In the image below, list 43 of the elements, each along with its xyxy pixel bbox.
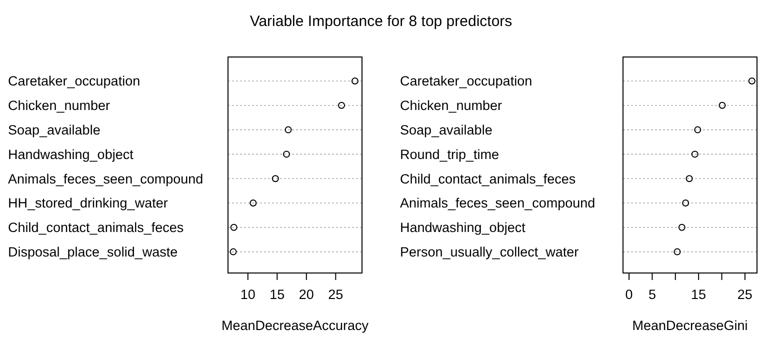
point [682, 200, 690, 206]
x-tick-label: 0 [625, 287, 633, 302]
x-tick-label: 20 [298, 287, 314, 302]
point [748, 78, 756, 84]
point [284, 126, 292, 134]
x-axis-title: MeanDecreaseGini [632, 318, 748, 333]
x-tick-label: 10 [240, 287, 256, 302]
y-tick-label: Child_contact_animals_feces [400, 171, 576, 186]
point [230, 248, 237, 256]
point [230, 224, 238, 231]
x-tick-label: 15 [691, 287, 706, 302]
y-tick-label: Soap_available [400, 122, 492, 138]
y-tick-label: HH_stored_drinking_water [8, 196, 168, 211]
point [338, 102, 346, 109]
point [272, 175, 279, 182]
point [678, 224, 686, 231]
y-tick-label: Person_usually_collect_water [400, 244, 580, 260]
y-tick-label: Disposal_place_solid_waste [8, 244, 178, 260]
point [691, 150, 698, 158]
x-axis-title: MeanDecreaseAccuracy [221, 318, 369, 333]
point [351, 78, 358, 84]
y-tick-label: Soap_available [8, 122, 100, 138]
point [718, 102, 726, 109]
y-tick-label: Chicken_number [400, 98, 503, 114]
y-tick-label: Animals_feces_seen_compound [400, 196, 596, 211]
x-tick-label: 25 [737, 287, 752, 302]
point [686, 175, 693, 182]
x-tick-label: 5 [648, 287, 656, 302]
y-tick-label: Animals_feces_seen_compound [8, 171, 204, 186]
point [674, 248, 681, 256]
x-tick-label: 15 [270, 287, 285, 302]
y-tick-label: Chicken_number [8, 98, 111, 114]
y-tick-label: Caretaker_occupation [8, 74, 140, 89]
y-tick-label: Handwashing_object [8, 146, 134, 162]
chart-title: Variable Importance for 8 top predictors [250, 13, 512, 30]
y-tick-label: Caretaker_occupation [400, 74, 532, 89]
point [694, 126, 702, 134]
y-tick-label: Round_trip_time [400, 146, 500, 162]
point [250, 200, 257, 206]
y-tick-label: Handwashing_object [400, 220, 526, 236]
y-tick-label: Child_contact_animals_feces [8, 220, 184, 236]
x-tick-label: 25 [328, 287, 344, 302]
point [283, 150, 290, 158]
